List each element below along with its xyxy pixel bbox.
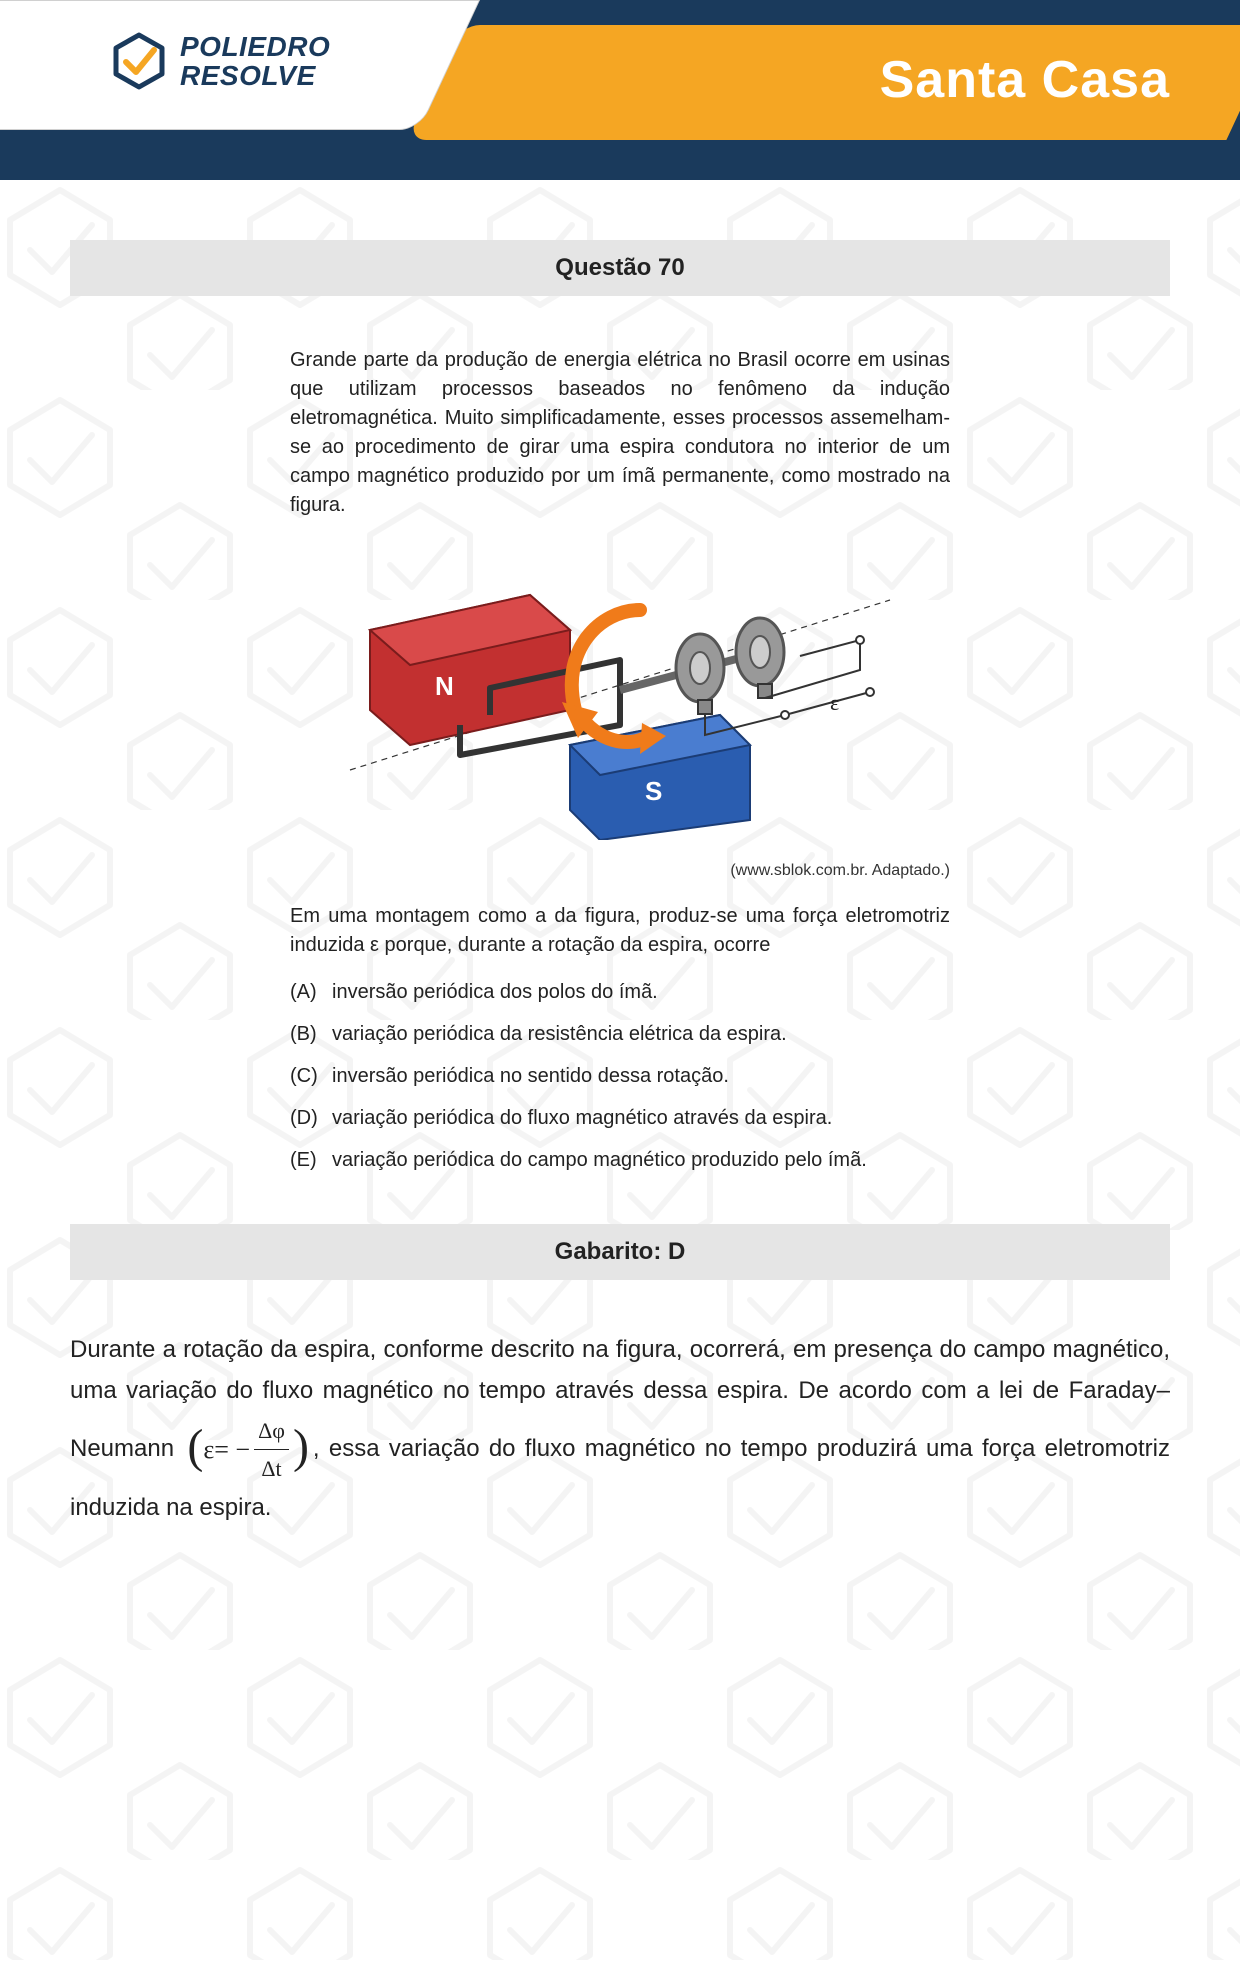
page-header: POLIEDRO RESOLVE Santa Casa — [0, 0, 1240, 180]
exam-brand: Santa Casa — [880, 50, 1170, 110]
logo-hex-check-icon — [110, 32, 168, 90]
logo-text-line2: RESOLVE — [180, 61, 330, 90]
option-text: variação periódica do campo magnético pr… — [332, 1146, 950, 1174]
question-figure: N S — [340, 540, 900, 849]
logo: POLIEDRO RESOLVE — [110, 32, 330, 91]
option-label: (A) — [290, 978, 322, 1006]
question-stem-2: Em uma montagem como a da figura, produz… — [290, 902, 950, 960]
question-body: Grande parte da produção de energia elét… — [290, 346, 950, 1174]
formula-fraction: Δφ Δt — [254, 1412, 289, 1488]
formula-numerator: Δφ — [254, 1412, 289, 1450]
option-text: variação periódica da resistência elétri… — [332, 1020, 950, 1048]
option-label: (E) — [290, 1146, 322, 1174]
option-b: (B) variação periódica da resistência el… — [290, 1020, 950, 1048]
magnet-s-label: S — [645, 776, 662, 806]
page-body: Questão 70 Grande parte da produção de e… — [0, 180, 1240, 1960]
formula-eq: = − — [214, 1428, 250, 1472]
logo-text-line1: POLIEDRO — [180, 32, 330, 61]
explanation: Durante a rotação da espira, conforme de… — [70, 1330, 1170, 1528]
option-text: inversão periódica no sentido dessa rota… — [332, 1062, 950, 1090]
option-label: (D) — [290, 1104, 322, 1132]
option-text: variação periódica do fluxo magnético at… — [332, 1104, 950, 1132]
formula-lhs: ε — [203, 1428, 214, 1472]
question-stem-1: Grande parte da produção de energia elét… — [290, 346, 950, 520]
option-label: (B) — [290, 1020, 322, 1048]
option-c: (C) inversão periódica no sentido dessa … — [290, 1062, 950, 1090]
option-a: (A) inversão periódica dos polos do ímã. — [290, 978, 950, 1006]
option-label: (C) — [290, 1062, 322, 1090]
question-title-bar: Questão 70 — [70, 240, 1170, 296]
emf-label: ε — [830, 690, 839, 715]
answer-key-bar: Gabarito: D — [70, 1224, 1170, 1280]
answer-key-title: Gabarito: D — [555, 1238, 686, 1265]
faraday-formula: ( ε = − Δφ Δt ) — [187, 1412, 309, 1488]
question-title: Questão 70 — [555, 254, 684, 281]
formula-denominator: Δt — [257, 1450, 285, 1487]
option-d: (D) variação periódica do fluxo magnétic… — [290, 1104, 950, 1132]
magnet-north: N — [370, 595, 570, 745]
logo-text: POLIEDRO RESOLVE — [180, 32, 330, 91]
options-list: (A) inversão periódica dos polos do ímã.… — [290, 978, 950, 1174]
option-e: (E) variação periódica do campo magnétic… — [290, 1146, 950, 1174]
option-text: inversão periódica dos polos do ímã. — [332, 978, 950, 1006]
figure-caption: (www.sblok.com.br. Adaptado.) — [290, 859, 950, 882]
magnet-n-label: N — [435, 671, 454, 701]
